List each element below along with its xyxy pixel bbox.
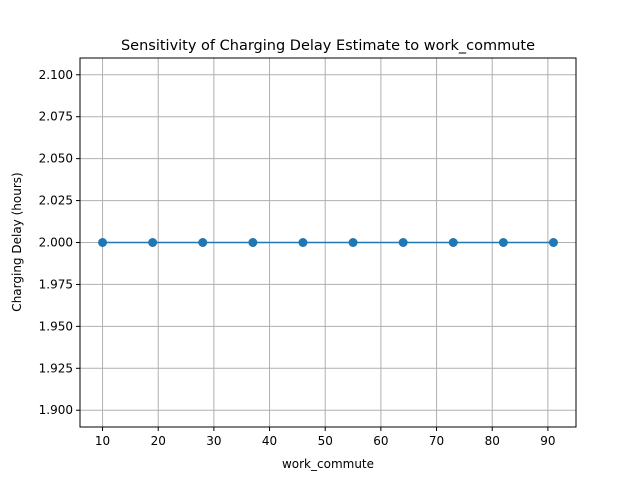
x-tick-label: 30 xyxy=(206,434,221,448)
y-axis-label: Charging Delay (hours) xyxy=(10,172,24,311)
data-point xyxy=(398,238,408,247)
series-layer xyxy=(98,238,558,247)
data-point xyxy=(548,238,558,247)
data-point xyxy=(198,238,208,247)
x-tick-label: 90 xyxy=(540,434,555,448)
x-tick-label: 80 xyxy=(485,434,500,448)
x-tick-label: 60 xyxy=(373,434,388,448)
data-point xyxy=(248,238,258,247)
data-point xyxy=(98,238,108,247)
data-point xyxy=(298,238,308,247)
x-axis-label: work_commute xyxy=(282,457,374,471)
data-point xyxy=(348,238,358,247)
y-tick-label: 1.950 xyxy=(39,319,73,333)
chart-title: Sensitivity of Charging Delay Estimate t… xyxy=(121,38,535,54)
plot-frame xyxy=(79,57,577,428)
y-tick-label: 1.900 xyxy=(39,403,73,417)
y-tick-label: 2.100 xyxy=(39,68,73,82)
data-point xyxy=(148,238,158,247)
y-tick-label: 2.000 xyxy=(39,236,73,250)
x-tick-label: 20 xyxy=(151,434,166,448)
y-tick-label: 2.050 xyxy=(39,152,73,166)
ticks: 10 20 30 40 50 60 70 80 90 1.900 1.925 1.950 1.975 2.… xyxy=(39,68,556,448)
y-tick-label: 2.025 xyxy=(39,194,73,208)
y-tick-label: 1.925 xyxy=(39,361,73,375)
data-point xyxy=(498,238,508,247)
x-tick-label: 70 xyxy=(429,434,444,448)
data-point xyxy=(448,238,458,247)
y-tick-label: 2.075 xyxy=(39,110,73,124)
x-tick-label: 40 xyxy=(262,434,277,448)
x-tick-label: 50 xyxy=(318,434,333,448)
y-tick-label: 1.975 xyxy=(39,277,73,291)
x-tick-label: 10 xyxy=(95,434,110,448)
